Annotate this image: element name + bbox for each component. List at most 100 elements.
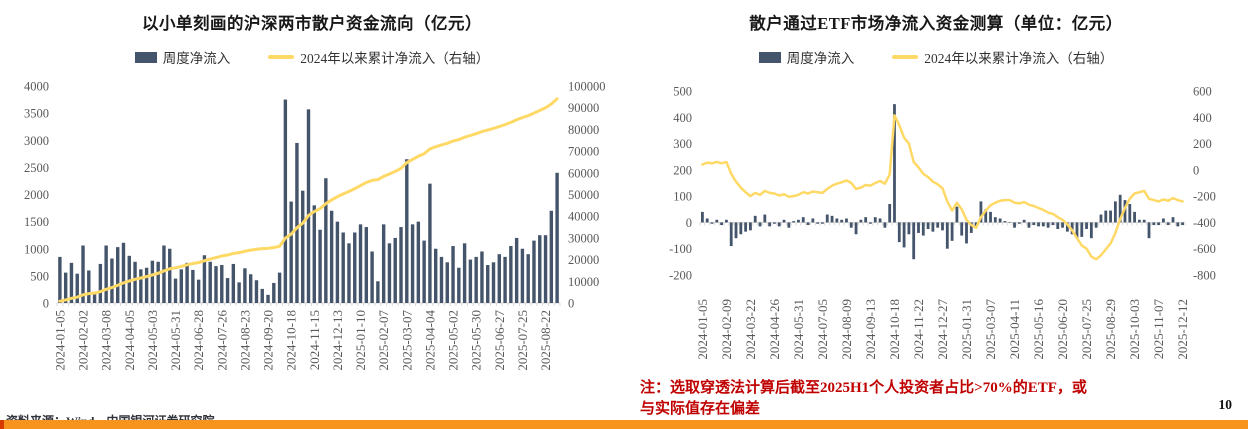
- svg-text:2025-03-07: 2025-03-07: [983, 299, 998, 360]
- bar: [1017, 222, 1021, 224]
- bar: [758, 222, 762, 227]
- bar: [445, 262, 449, 303]
- bar: [936, 222, 940, 228]
- svg-text:100000: 100000: [568, 80, 606, 94]
- svg-text:0: 0: [43, 297, 49, 311]
- bar: [139, 269, 143, 303]
- bar: [888, 204, 892, 223]
- bar: [926, 222, 930, 229]
- bar: [950, 222, 954, 241]
- svg-text:100: 100: [673, 190, 692, 204]
- svg-text:2024-04-05: 2024-04-05: [122, 310, 137, 371]
- bar: [864, 217, 868, 223]
- right-chart-title: 散户通过ETF市场净流入资金测算（单位：亿元）: [749, 14, 1123, 33]
- bar: [1085, 222, 1088, 229]
- svg-text:2024-02-09: 2024-02-09: [719, 299, 734, 360]
- legend-item-etf-cumulative-netflow: 2024年以来累计净流入（右轴）: [892, 47, 1113, 67]
- legend-item-cumulative-netflow: 2024年以来累计净流入（右轴）: [268, 47, 489, 67]
- svg-text:200: 200: [673, 163, 692, 177]
- bar: [480, 251, 484, 303]
- svg-text:2025-07-25: 2025-07-25: [515, 310, 530, 371]
- bar: [1075, 222, 1079, 239]
- svg-text:2025-12-12: 2025-12-12: [1175, 299, 1190, 360]
- svg-text:0: 0: [686, 216, 692, 230]
- bar: [75, 273, 79, 303]
- svg-text:600: 600: [1193, 85, 1212, 99]
- svg-text:0: 0: [1193, 163, 1199, 177]
- bar: [768, 222, 772, 227]
- bar: [283, 99, 288, 303]
- svg-text:-400: -400: [1193, 216, 1216, 230]
- svg-text:2025-06-27: 2025-06-27: [492, 310, 507, 371]
- bar: [720, 222, 724, 226]
- bar: [878, 218, 882, 223]
- bar: [1027, 222, 1031, 228]
- bar: [931, 222, 935, 232]
- svg-text:60000: 60000: [568, 166, 599, 180]
- bar: [220, 265, 224, 303]
- svg-text:2024-09-20: 2024-09-20: [261, 310, 276, 371]
- bar: [168, 248, 172, 303]
- bar: [1013, 222, 1016, 228]
- bar: [749, 222, 752, 231]
- bar: [306, 109, 311, 303]
- bar: [1008, 222, 1012, 223]
- bar: [945, 222, 949, 249]
- bar: [907, 222, 911, 235]
- left-chart-panel: 以小单刻画的沪深两市散户资金流向（亿元） 周度净流入 2024年以来累计净流入（…: [0, 0, 624, 420]
- bar: [353, 232, 357, 303]
- right-chart-panel: 散户通过ETF市场净流入资金测算（单位：亿元） 周度净流入 2024年以来累计净…: [624, 0, 1248, 420]
- retail-flow-chart-plot: 0 500 1000 1500 2000 2500 3000 3500 4000 0 10000 20…: [0, 78, 624, 410]
- svg-text:20000: 20000: [568, 253, 599, 267]
- bar: [491, 262, 496, 303]
- bar: [1142, 219, 1146, 223]
- bar: [984, 209, 988, 223]
- bar: [381, 224, 386, 303]
- bar: [202, 255, 207, 303]
- bar: [318, 229, 322, 303]
- legend-item-etf-weekly-netflow: 周度净流入: [758, 47, 854, 67]
- bar: [254, 280, 259, 303]
- x-axis-tick-labels: 2024-01-05 2024-02-09 2024-03-22 2024-04-26…: [695, 299, 1190, 360]
- bar: [347, 243, 351, 303]
- bar: [364, 227, 369, 303]
- bar: [902, 222, 906, 248]
- etf-cumulative-netflow-legend-label: 2024年以来累计净流入（右轴）: [924, 51, 1114, 66]
- svg-text:0: 0: [568, 297, 574, 311]
- footnote-line-1: 注：选取穿透法计算后截至2025H1个人投资者占比>70%的ETF，或: [640, 380, 1087, 396]
- svg-text:-800: -800: [1193, 269, 1216, 283]
- bar: [486, 265, 490, 303]
- bar: [1061, 222, 1064, 228]
- bar: [1133, 211, 1136, 223]
- bar: [725, 219, 728, 223]
- bar: [497, 254, 501, 303]
- bar: [434, 248, 438, 303]
- svg-text:2025-11-07: 2025-11-07: [1151, 299, 1166, 360]
- bar: [893, 104, 896, 223]
- svg-text:2024-12-27: 2024-12-27: [935, 299, 950, 360]
- bar: [295, 142, 299, 303]
- bar: [816, 222, 820, 224]
- bottom-accent-bar: [0, 420, 1248, 429]
- bar: [859, 219, 863, 223]
- bar: [734, 222, 738, 239]
- svg-text:2024-01-05: 2024-01-05: [695, 299, 710, 360]
- bar: [1109, 210, 1112, 223]
- bar: [243, 268, 247, 303]
- svg-text:2024-01-05: 2024-01-05: [52, 310, 67, 371]
- bar: [1176, 222, 1180, 227]
- bar: [1099, 214, 1103, 223]
- svg-text:2025-07-25: 2025-07-25: [1079, 299, 1094, 360]
- right-axis-tick-labels: 0 10000 20000 30000 40000 50000 60000 70000 8000…: [568, 80, 606, 311]
- bar: [811, 218, 815, 223]
- bar: [744, 222, 748, 232]
- bar: [549, 210, 554, 303]
- svg-text:2024-06-28: 2024-06-28: [191, 310, 206, 371]
- bar: [1065, 222, 1069, 232]
- right-chart-legend: 周度净流入 2024年以来累计净流入（右轴）: [624, 47, 1248, 67]
- weekly-netflow-bar-swatch: [134, 51, 157, 63]
- bar: [1147, 222, 1151, 239]
- bar: [806, 222, 810, 226]
- bar: [503, 256, 507, 303]
- bar: [370, 251, 374, 303]
